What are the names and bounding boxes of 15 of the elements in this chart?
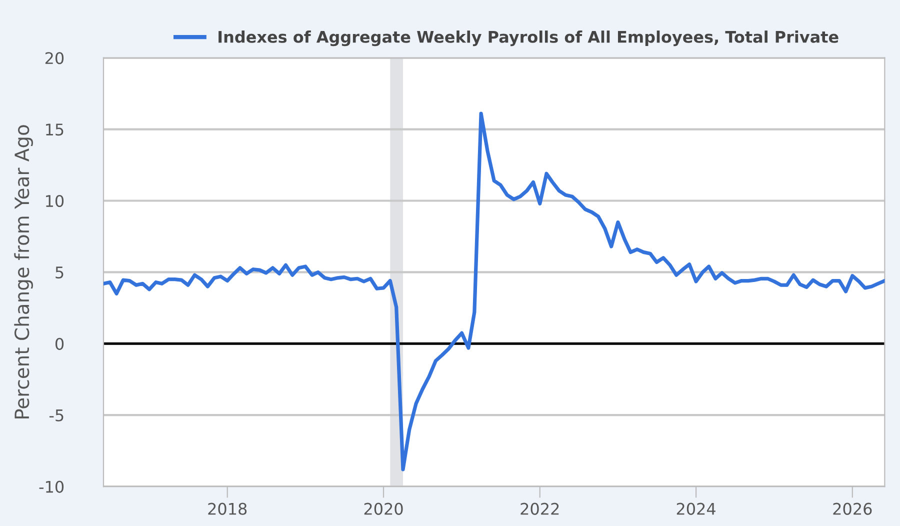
x-tick-label: 2022 — [520, 502, 559, 515]
y-tick-label: 20 — [45, 52, 64, 64]
y-axis-title: Percent Change from Year Ago — [14, 125, 33, 418]
x-tick-label: 2024 — [676, 502, 716, 515]
x-tick-label: 2018 — [208, 502, 247, 515]
legend-label: Indexes of Aggregate Weekly Payrolls of All Employees, Total Private — [218, 30, 838, 46]
line-series — [104, 112, 885, 472]
y-tick-label: -10 — [39, 480, 64, 493]
y-tick-label: 10 — [46, 194, 64, 208]
x-tick-label: 2020 — [364, 502, 403, 515]
y-tick-label: 0 — [56, 338, 64, 350]
y-tick-label: 5 — [56, 266, 64, 278]
y-tick-label: 15 — [46, 124, 64, 136]
x-tick-label: 2026 — [833, 502, 872, 515]
y-tick-label: -5 — [49, 410, 64, 422]
